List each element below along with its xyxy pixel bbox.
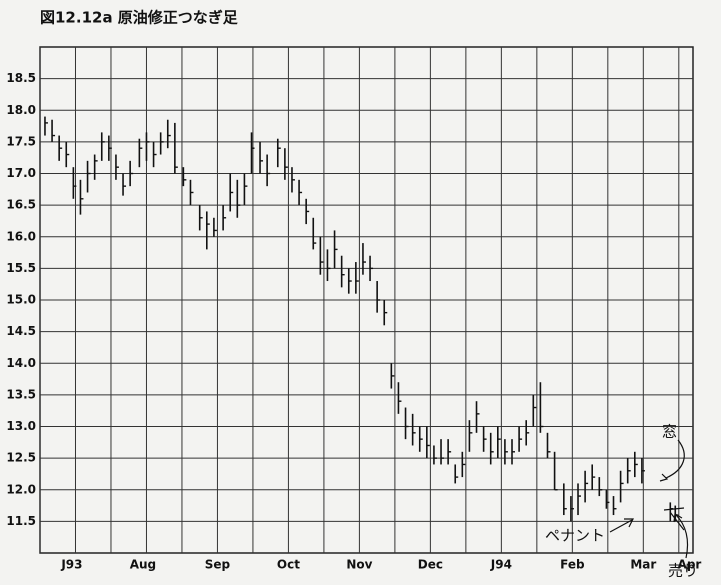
y-tick-label: 11.5 bbox=[6, 514, 36, 528]
y-tick-label: 17.0 bbox=[6, 166, 36, 180]
pennant-lines bbox=[663, 507, 685, 531]
x-tick-label: Nov bbox=[346, 558, 372, 572]
y-tick-label: 16.0 bbox=[6, 229, 36, 243]
y-tick-label: 18.5 bbox=[6, 71, 36, 85]
annotation: ペナント bbox=[545, 527, 605, 545]
x-tick-label: Aug bbox=[130, 558, 156, 572]
y-tick-label: 12.5 bbox=[6, 451, 36, 465]
y-tick-label: 13.5 bbox=[6, 387, 36, 401]
arrow-head bbox=[673, 513, 683, 523]
y-tick-label: 18.0 bbox=[6, 103, 36, 117]
x-tick-label: Mar bbox=[630, 558, 656, 572]
x-tick-label: Apr bbox=[678, 558, 702, 572]
sell-arrow bbox=[675, 514, 689, 559]
y-tick-label: 17.5 bbox=[6, 134, 36, 148]
x-tick-label: J93 bbox=[60, 558, 82, 572]
y-tick-label: 15.0 bbox=[6, 293, 36, 307]
x-tick-label: Sep bbox=[205, 558, 231, 572]
window-arrow bbox=[665, 439, 685, 479]
pennant-arrow bbox=[609, 519, 633, 533]
price-bars bbox=[44, 116, 679, 522]
y-tick-label: 16.5 bbox=[6, 198, 36, 212]
annotation: 窓 bbox=[662, 423, 677, 441]
grid bbox=[39, 46, 694, 554]
y-tick-label: 14.0 bbox=[6, 356, 36, 370]
axis-labels: 11.5 12.0 12.5 13.0 13.5 14.0 14.5 15.0 15.5 16.0… bbox=[6, 71, 701, 571]
arrow-head bbox=[624, 518, 634, 528]
x-tick-label: Oct bbox=[277, 558, 300, 572]
y-tick-label: 12.0 bbox=[6, 482, 36, 496]
x-tick-label: J94 bbox=[490, 558, 512, 572]
arrow-head bbox=[659, 473, 669, 482]
annotation-arrows bbox=[609, 439, 689, 559]
annotation: 売り bbox=[668, 562, 698, 580]
y-tick-label: 15.5 bbox=[6, 261, 36, 275]
y-tick-label: 13.0 bbox=[6, 419, 36, 433]
chart-title: 図12.12a 原油修正つなぎ足 bbox=[40, 9, 239, 27]
x-tick-label: Feb bbox=[560, 558, 585, 572]
y-tick-label: 14.5 bbox=[6, 324, 36, 338]
x-tick-label: Dec bbox=[418, 558, 443, 572]
